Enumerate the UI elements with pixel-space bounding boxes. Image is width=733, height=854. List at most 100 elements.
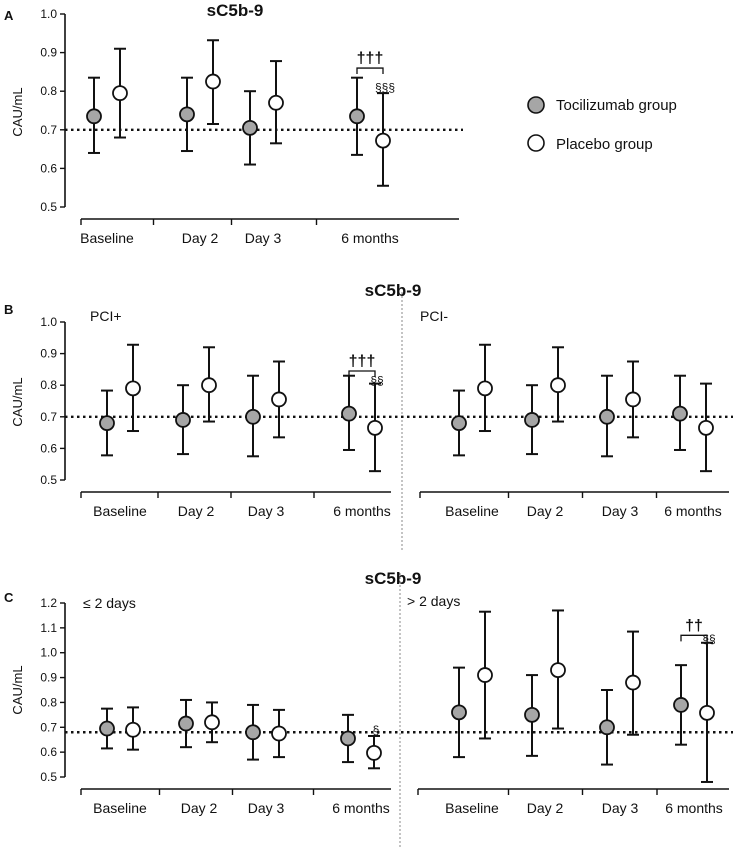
panel-c-placebo-point <box>366 744 382 761</box>
panel-c-xtick-label: 6 months <box>665 800 723 816</box>
panel-c-xtick-label: Day 3 <box>602 800 639 816</box>
legend-placebo-marker <box>527 134 545 152</box>
panel-b-ytick-label: 1.0 <box>40 315 57 329</box>
panel-b-xtick-label: Baseline <box>93 503 147 519</box>
panel-a-xtick-label: Day 2 <box>182 230 219 246</box>
panel-b-ylabel: CAU/mL <box>10 377 25 426</box>
panel-c-tocilizumab-point <box>178 715 194 732</box>
panel-b-tocilizumab-point <box>672 405 688 422</box>
panel-a-ytick-label: 1.0 <box>40 7 57 21</box>
panel-b-placebo-point <box>550 377 566 394</box>
panel-a-xtick-label: Baseline <box>80 230 134 246</box>
panel-c-ytick-label: 0.5 <box>40 770 57 784</box>
panel-c-significance-mark: §§ <box>702 632 715 646</box>
panel-b-placebo-point <box>125 380 141 397</box>
panel-c-group-late: > 2 days <box>407 593 460 609</box>
panel-a-significance-bracket <box>356 67 384 75</box>
panel-c-placebo-point <box>625 674 641 691</box>
panel-c-ytick-label: 1.0 <box>40 646 57 660</box>
panel-c-xtick-label: Baseline <box>93 800 147 816</box>
panel-c-xtick-label: 6 months <box>332 800 390 816</box>
panel-b-tocilizumab-point <box>599 408 615 425</box>
panel-c-significance-mark: § <box>373 723 380 737</box>
panel-a-ylabel: CAU/mL <box>10 87 25 136</box>
panel-b-ytick-label: 0.8 <box>40 378 57 392</box>
panel-a-significance-mark: §§§ <box>375 80 395 94</box>
panel-c-placebo-point <box>699 704 715 721</box>
panel-b-tocilizumab-point <box>99 415 115 432</box>
panel-a-placebo-point <box>375 132 391 149</box>
panel-b-xtick-label: Day 2 <box>178 503 215 519</box>
panel-a-ytick-label: 0.9 <box>40 46 57 60</box>
panel-b-placebo-point <box>698 419 714 436</box>
panel-b-tocilizumab-point <box>451 415 467 432</box>
panel-c-ylabel: CAU/mL <box>10 665 25 714</box>
panel-b-xtick-label: 6 months <box>333 503 391 519</box>
panel-b-xtick-label: Day 3 <box>602 503 639 519</box>
panel-a-title: sC5b-9 <box>207 1 264 20</box>
panel-b-ytick-label: 0.6 <box>40 441 57 455</box>
panel-c-tocilizumab-point <box>99 720 115 737</box>
panel-c-tocilizumab-point <box>599 719 615 736</box>
panel-a-placebo-point <box>268 94 284 111</box>
panel-a-xtick-label: Day 3 <box>245 230 282 246</box>
legend-placebo-label: Placebo group <box>556 136 653 153</box>
panel-b-tocilizumab-point <box>245 408 261 425</box>
panel-a-significance-label: ††† <box>357 50 384 67</box>
panel-c-xtick-label: Day 2 <box>527 800 564 816</box>
panel-b-significance-bracket <box>348 370 376 377</box>
panel-b-significance-label: ††† <box>349 353 376 370</box>
panel-a-tocilizumab-point <box>349 108 365 125</box>
panel-c-ytick-label: 0.9 <box>40 671 57 685</box>
panel-c-ytick-label: 0.6 <box>40 745 57 759</box>
panel-c-placebo-point <box>204 714 220 731</box>
panel-a-ytick-label: 0.6 <box>40 161 57 175</box>
panel-b-ytick-label: 0.7 <box>40 410 57 424</box>
panel-b-xtick-label: Baseline <box>445 503 499 519</box>
panel-b-xtick-label: Day 3 <box>248 503 285 519</box>
panel-c-xtick-label: Baseline <box>445 800 499 816</box>
panel-c-xtick-label: Day 2 <box>181 800 218 816</box>
panel-b-xtick-label: Day 2 <box>527 503 564 519</box>
panel-a-placebo-point <box>205 73 221 90</box>
panel-b-tocilizumab-point <box>175 412 191 428</box>
chart-marks: 0.5 0.6 0.7 0.8 0.9 1.0 Baseline Day 2 Day 3 6 mo… <box>40 7 733 847</box>
panel-a-ytick-label: 0.8 <box>40 84 57 98</box>
panel-b-placebo-point <box>367 419 383 436</box>
panel-a-placebo-point <box>112 85 128 102</box>
panel-c-significance-label: †† <box>685 617 703 634</box>
panel-a-tocilizumab-point <box>242 119 258 136</box>
panel-letter-c: C <box>4 590 14 605</box>
panel-a-ytick-label: 0.5 <box>40 200 57 214</box>
panel-letter-a: A <box>4 8 14 23</box>
panel-a-tocilizumab-point <box>86 108 102 125</box>
panel-b-title: sC5b-9 <box>365 281 422 300</box>
panel-c-placebo-point <box>550 662 566 679</box>
panel-b-ytick-label: 0.5 <box>40 473 57 487</box>
panel-b-ytick-label: 0.9 <box>40 347 57 361</box>
panel-b-placebo-point <box>625 391 641 408</box>
panel-c-tocilizumab-point <box>524 706 540 723</box>
panel-b-group-pci-minus: PCI- <box>420 308 448 324</box>
panel-b-placebo-point <box>201 377 217 394</box>
panel-b-xtick-label: 6 months <box>664 503 722 519</box>
panel-b-placebo-point <box>477 380 493 397</box>
panel-c-ytick-label: 1.2 <box>40 596 57 610</box>
legend: Tocilizumab group Placebo group <box>527 96 677 153</box>
panel-b-group-pci-plus: PCI+ <box>90 308 122 324</box>
panel-c-tocilizumab-point <box>245 724 261 741</box>
panel-c-placebo-point <box>125 721 141 738</box>
legend-tocilizumab-label: Tocilizumab group <box>556 97 677 114</box>
panel-c-ytick-label: 0.7 <box>40 720 57 734</box>
panel-letter-b: B <box>4 302 13 317</box>
panel-b-placebo-point <box>271 391 287 408</box>
panel-c-placebo-point <box>271 725 287 742</box>
panel-c-tocilizumab-point <box>451 704 467 721</box>
panel-b-tocilizumab-point <box>524 412 540 428</box>
panel-a-tocilizumab-point <box>179 106 195 123</box>
panel-b-tocilizumab-point <box>341 405 357 422</box>
panel-a-xtick-label: 6 months <box>341 230 399 246</box>
panel-c-title: sC5b-9 <box>365 569 422 588</box>
panel-c-tocilizumab-point <box>340 730 356 747</box>
